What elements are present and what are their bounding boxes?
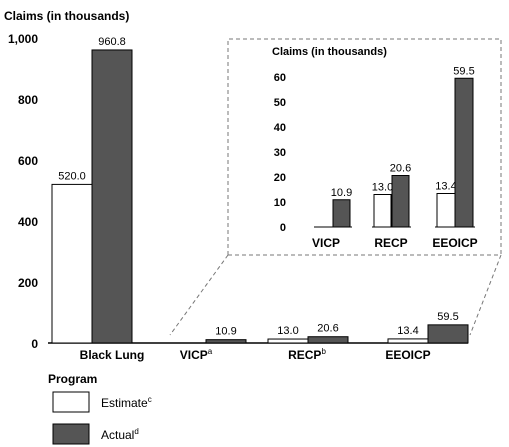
category-label: RECPb xyxy=(288,347,326,362)
inset-data-label-estimate: 13.0 xyxy=(372,182,393,194)
inset-bar-estimate xyxy=(436,193,456,228)
legend-swatch-estimate xyxy=(52,391,90,413)
inset-data-label-actual: 20.6 xyxy=(390,163,411,175)
data-label-actual: 20.6 xyxy=(317,323,338,335)
inset-category-label: RECP xyxy=(374,236,407,250)
category-labels: Black Lung VICPa RECPb EEOICP xyxy=(80,347,431,362)
data-label-estimate: 13.0 xyxy=(277,325,298,337)
inset-data-label-actual: 10.9 xyxy=(331,187,352,199)
inset-bar-estimate xyxy=(373,194,392,228)
bar-actual xyxy=(427,324,469,344)
bar-actual xyxy=(205,339,247,344)
inset-connector-left xyxy=(169,254,229,336)
bar-actual xyxy=(91,49,133,344)
category-label: VICPa xyxy=(180,347,213,362)
bar-estimate xyxy=(267,338,309,344)
data-label-estimate: 520.0 xyxy=(58,170,86,182)
inset-connector-right xyxy=(469,254,502,336)
inset-y-axis-title: Claims (in thousands) xyxy=(272,46,387,58)
inset-y-tick-label: 60 xyxy=(274,72,286,84)
legend-label: Actuald xyxy=(101,427,139,442)
y-tick-label: 0 xyxy=(31,337,38,351)
bar-estimate xyxy=(387,338,429,344)
y-tick-label: 1,000 xyxy=(8,32,38,46)
inset-frame-top xyxy=(227,38,502,255)
inset-y-tick-label: 30 xyxy=(274,147,286,159)
inset-data-label-actual: 59.5 xyxy=(453,65,474,77)
inset-y-tick-label: 10 xyxy=(274,197,286,209)
main-bars: 520.0 960.8 10.9 13.0 20.6 13.4 59.5 xyxy=(48,36,469,344)
y-tick-label: 200 xyxy=(18,276,38,290)
y-tick-label: 400 xyxy=(18,215,38,229)
y-tick-labels: 0 200 400 600 800 1,000 xyxy=(8,32,38,351)
y-tick-label: 600 xyxy=(18,154,38,168)
inset-bar-actual xyxy=(454,77,474,228)
bar-actual xyxy=(307,336,349,344)
data-label-estimate: 13.4 xyxy=(397,325,418,337)
y-tick-label: 800 xyxy=(18,93,38,107)
legend-swatch-actual xyxy=(52,423,90,445)
inset-frame xyxy=(169,38,502,336)
legend-label: Estimatec xyxy=(101,395,152,410)
data-label-actual: 960.8 xyxy=(98,36,126,48)
inset-y-tick-label: 20 xyxy=(274,172,286,184)
data-label-actual: 10.9 xyxy=(215,326,236,338)
inset-chart: Claims (in thousands) 0 10 20 30 40 50 60 10.9 V… xyxy=(272,46,478,250)
y-axis-title: Claims (in thousands) xyxy=(4,9,129,23)
inset-bar-actual xyxy=(332,199,351,228)
inset-category-label: EEOICP xyxy=(432,236,477,250)
inset-data-label-estimate: 13.4 xyxy=(435,181,456,193)
inset-bar-actual xyxy=(391,175,410,228)
bar-estimate xyxy=(51,183,93,344)
legend: Program Estimatec Actuald xyxy=(48,372,152,445)
inset-y-tick-label: 0 xyxy=(280,222,286,234)
legend-title: Program xyxy=(48,372,97,386)
category-label: Black Lung xyxy=(80,348,145,362)
data-label-actual: 59.5 xyxy=(437,311,458,323)
inset-y-tick-label: 50 xyxy=(274,97,286,109)
inset-y-tick-label: 40 xyxy=(274,122,286,134)
inset-category-label: VICP xyxy=(312,236,340,250)
category-label: EEOICP xyxy=(385,348,430,362)
